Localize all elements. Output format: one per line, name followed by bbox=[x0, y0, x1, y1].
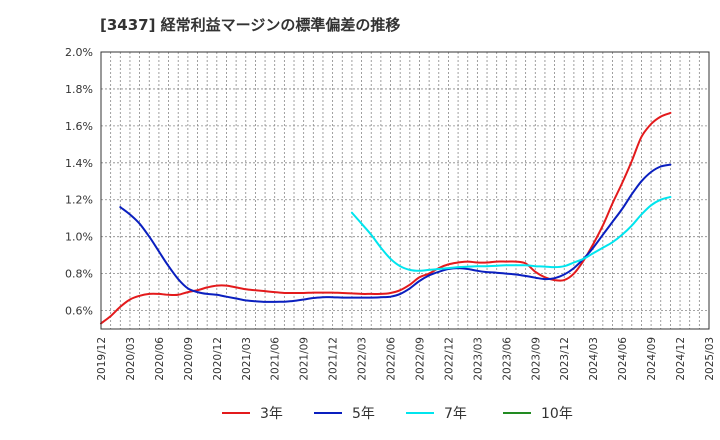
series-line-0 bbox=[100, 111, 672, 325]
y-tick-label: 1.8% bbox=[65, 83, 93, 96]
x-tick-label: 2024/09 bbox=[646, 337, 658, 381]
y-tick-label: 1.0% bbox=[65, 231, 93, 244]
legend-label-1: 5年 bbox=[352, 406, 375, 422]
chart-title: [3437] 経常利益マージンの標準偏差の推移 bbox=[100, 16, 401, 34]
x-tick-label: 2020/06 bbox=[154, 337, 166, 381]
x-tick-label: 2022/09 bbox=[414, 337, 426, 381]
x-tick-label: 2021/12 bbox=[328, 337, 340, 381]
y-tick-label: 1.2% bbox=[65, 194, 93, 207]
x-tick-label: 2019/12 bbox=[96, 337, 108, 381]
legend-label-2: 7年 bbox=[444, 406, 467, 422]
x-tick-label: 2020/12 bbox=[212, 337, 224, 381]
legend-label-0: 3年 bbox=[260, 406, 283, 422]
x-tick-label: 2024/03 bbox=[588, 337, 600, 381]
x-tick-label: 2023/09 bbox=[530, 337, 542, 381]
x-tick-label: 2024/12 bbox=[675, 337, 687, 381]
x-tick-label: 2023/12 bbox=[559, 337, 571, 381]
plot-area-border bbox=[100, 51, 710, 330]
x-tick-label: 2021/09 bbox=[299, 337, 311, 381]
y-tick-label: 0.6% bbox=[65, 305, 93, 318]
series-line-1 bbox=[119, 163, 672, 303]
x-tick-label: 2025/03 bbox=[704, 337, 716, 381]
x-tick-label: 2022/12 bbox=[443, 337, 455, 381]
y-tick-label: 1.6% bbox=[65, 120, 93, 133]
x-tick-label: 2021/06 bbox=[270, 337, 282, 381]
y-tick-label: 1.4% bbox=[65, 157, 93, 170]
y-axis-ticks: 0.6% 0.8% 1.0% 1.2% 1.4% 1.6% 1.8% 2.0% bbox=[65, 46, 93, 318]
plot-area-background bbox=[101, 52, 709, 329]
x-tick-label: 2021/03 bbox=[241, 337, 253, 381]
x-tick-label: 2020/09 bbox=[183, 337, 195, 381]
legend-label-3: 10年 bbox=[541, 406, 573, 422]
x-tick-label: 2023/03 bbox=[472, 337, 484, 381]
x-tick-label: 2022/03 bbox=[357, 337, 369, 381]
legend: 3年 5年 7年 10年 bbox=[222, 406, 573, 422]
x-axis-ticks: 2019/12 2020/03 2020/06 2020/09 2020/12 2021/… bbox=[96, 337, 716, 381]
x-tick-label: 2022/06 bbox=[386, 337, 398, 381]
x-tick-label: 2024/06 bbox=[617, 337, 629, 381]
series-lines bbox=[100, 111, 672, 325]
x-tick-label: 2023/06 bbox=[501, 337, 513, 381]
y-tick-label: 2.0% bbox=[65, 46, 93, 59]
x-tick-label: 2020/03 bbox=[125, 337, 137, 381]
series-line-2 bbox=[350, 196, 672, 272]
y-tick-label: 0.8% bbox=[65, 268, 93, 281]
